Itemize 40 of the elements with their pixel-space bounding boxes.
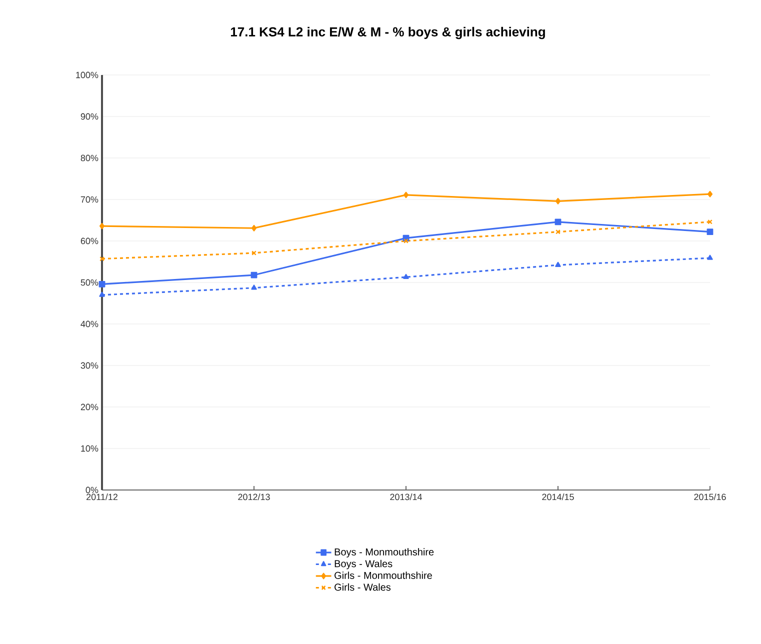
point <box>708 219 712 224</box>
legend-label: Boys - Wales <box>334 560 392 570</box>
legend-label: Girls - Monmouthshire <box>334 572 432 579</box>
point <box>403 274 409 279</box>
x-tick-label: 2012/13 <box>238 494 270 500</box>
y-tick-label: 100% <box>76 72 98 78</box>
point <box>100 256 104 262</box>
point <box>250 272 258 278</box>
point <box>403 192 409 198</box>
point <box>556 229 560 234</box>
y-tick-label: 50% <box>80 279 98 286</box>
point <box>555 262 561 267</box>
point <box>555 198 561 204</box>
legend-label: Boys - Monmouthshire <box>334 548 434 558</box>
point <box>707 254 713 260</box>
legend-label: Girls - Wales <box>334 583 391 591</box>
point <box>707 190 713 198</box>
point <box>252 250 256 256</box>
y-tick-label: 70% <box>80 196 98 203</box>
x-tick-label: 2015/16 <box>694 494 726 500</box>
point <box>251 284 257 290</box>
point <box>554 218 562 226</box>
point <box>404 238 408 244</box>
y-tick-label: 30% <box>80 362 98 369</box>
y-tick-label: 40% <box>80 320 98 328</box>
point <box>98 280 106 288</box>
point <box>706 228 714 236</box>
y-tick-label: 60% <box>80 238 98 244</box>
chart-title: 17.1 KS4 L2 inc E/W & M - % boys & girls achieving <box>230 26 545 40</box>
y-tick-label: 0% <box>86 486 98 494</box>
point <box>99 292 105 297</box>
y-tick-label: 10% <box>81 445 98 452</box>
x-tick-label: 2011/12 <box>86 494 118 500</box>
y-tick-label: 90% <box>80 113 98 120</box>
x-tick-label: 2014/15 <box>542 494 574 500</box>
point <box>251 224 257 232</box>
point <box>99 222 105 230</box>
y-tick-label: 20% <box>80 404 98 410</box>
y-tick-label: 80% <box>80 154 98 162</box>
x-tick-label: 2013/14 <box>390 494 422 500</box>
